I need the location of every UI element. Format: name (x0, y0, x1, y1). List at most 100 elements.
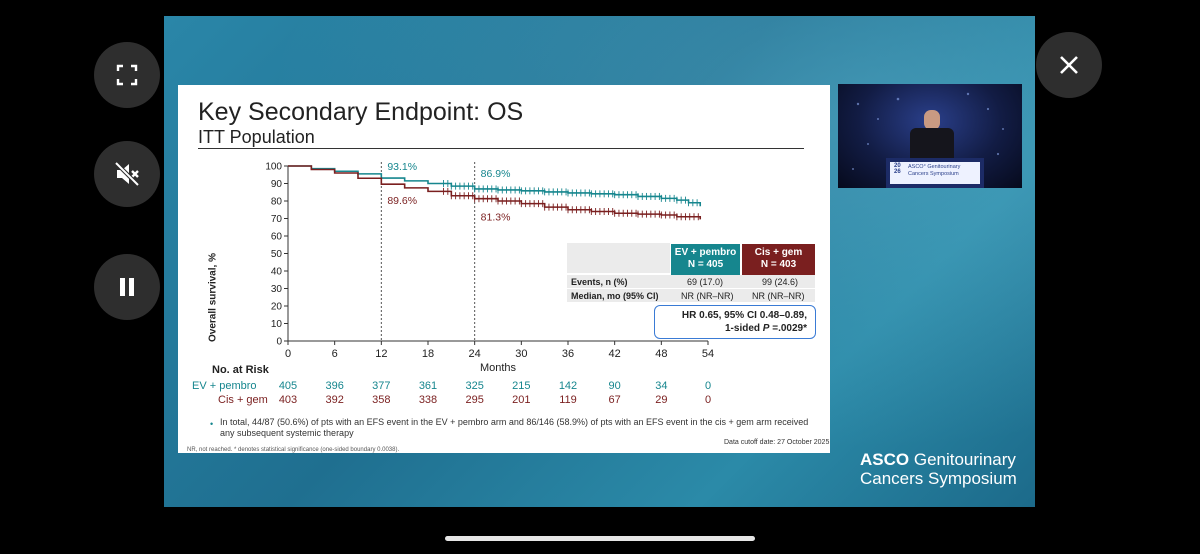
risk-label-cg: Cis + gem (218, 394, 268, 406)
risk-value: 392 (325, 394, 344, 406)
landmark-label: 86.9% (481, 168, 511, 180)
table-header-ev-name: EV + pembro (674, 247, 737, 258)
risk-value: 396 (325, 380, 344, 392)
risk-value: 34 (655, 380, 668, 392)
risk-label-ev: EV + pembro (192, 380, 257, 392)
risk-value: 215 (512, 380, 531, 392)
hr-line-1: HR 0.65, 95% CI 0.48–0.89, (681, 310, 807, 321)
asco-logo: ASCO Genitourinary Cancers Symposium (860, 450, 1017, 488)
x-axis-label: Months (480, 362, 517, 374)
y-tick-label: 70 (271, 214, 283, 225)
sign-year-bottom: 26 (894, 169, 901, 175)
risk-value: 201 (512, 394, 531, 406)
y-tick-label: 50 (271, 249, 283, 260)
risk-value: 325 (465, 380, 484, 392)
hr-line-2: 1-sided P =.0029* (655, 322, 807, 335)
sign-line-2: Cancers Symposium (908, 171, 959, 177)
risk-value: 29 (655, 394, 668, 406)
speaker-video[interactable]: 20 26 ASCO° Genitourinary Cancers Sympos… (838, 84, 1022, 188)
risk-value: 338 (418, 394, 438, 406)
y-tick-label: 80 (271, 197, 283, 208)
sign-year: 20 26 (894, 163, 901, 175)
sign-year-top: 20 (894, 163, 901, 169)
risk-value: 90 (608, 380, 621, 392)
close-button[interactable] (1036, 32, 1102, 98)
footnote-bullet: • (210, 419, 214, 429)
table-header-ev: EV + pembro N = 405 (671, 244, 740, 275)
logo-line-2: Cancers Symposium (860, 469, 1017, 488)
risk-value: 403 (278, 394, 298, 406)
x-tick-label: 36 (562, 348, 574, 360)
y-tick-label: 0 (276, 337, 282, 348)
table-cell-cg: NR (NR–NR) (752, 291, 805, 301)
table-row-label: Median, mo (95% CI) (571, 291, 659, 301)
x-tick-label: 48 (655, 348, 667, 360)
logo-asco: ASCO (860, 450, 910, 469)
landmark-label: 93.1% (387, 161, 417, 173)
home-indicator[interactable] (445, 536, 755, 541)
risk-value: 358 (372, 394, 391, 406)
y-tick-label: 60 (271, 232, 283, 243)
risk-value: 295 (465, 394, 484, 406)
risk-value: 377 (372, 380, 391, 392)
table-cell-ev: 69 (17.0) (687, 277, 724, 287)
data-cutoff: Data cutoff date: 27 October 2025 (724, 439, 830, 446)
pause-button[interactable] (94, 254, 160, 320)
risk-value: 0 (704, 394, 712, 406)
table-header-ev-n: N = 405 (687, 259, 724, 270)
risk-table-title: No. at Risk (212, 364, 269, 376)
pause-icon (120, 278, 134, 296)
mute-button[interactable] (94, 141, 160, 207)
x-tick-label: 42 (609, 348, 621, 360)
sign-line-1: ASCO° Genitourinary (908, 164, 961, 170)
y-tick-label: 90 (271, 179, 283, 190)
podium-sign (890, 162, 980, 184)
x-tick-label: 54 (702, 348, 714, 360)
risk-value: 405 (278, 380, 298, 392)
x-tick-label: 6 (332, 348, 338, 360)
slide-subtitle: ITT Population (198, 127, 315, 147)
x-tick-label: 30 (515, 348, 527, 360)
speaker-head (924, 110, 940, 130)
y-tick-label: 100 (265, 162, 282, 173)
close-icon (1060, 56, 1078, 74)
x-tick-label: 24 (469, 348, 481, 360)
hr-pvalue-prefix: 1-sided (724, 323, 763, 334)
table-cell-cg: 99 (24.6) (762, 277, 799, 287)
sign-text: ASCO° Genitourinary Cancers Symposium (908, 164, 960, 178)
x-tick-label: 18 (422, 348, 434, 360)
table-header-cg-name: Cis + gem (754, 247, 803, 258)
table-header-blank (567, 243, 670, 273)
hr-pvalue: =.0029* (769, 323, 807, 334)
landmark-label: 89.6% (387, 195, 417, 207)
risk-value: 119 (559, 394, 577, 406)
y-tick-label: 20 (271, 302, 283, 313)
table-row (567, 275, 815, 288)
risk-value: 142 (558, 380, 578, 392)
hazard-ratio-box: HR 0.65, 95% CI 0.48–0.89, 1-sided P =.0… (654, 305, 816, 339)
footnote-text: In total, 44/87 (50.6%) of pts with an E… (220, 417, 809, 438)
table-row (567, 289, 815, 302)
fullscreen-button[interactable] (94, 42, 160, 108)
table-row-label: Events, n (%) (571, 277, 628, 287)
landmark-label: 81.3% (481, 212, 511, 224)
nr-note: NR, not reached. * denotes statistical s… (187, 447, 400, 453)
mute-icon (114, 161, 140, 187)
slide-title: Key Secondary Endpoint: OS (198, 98, 524, 126)
y-tick-label: 10 (271, 319, 283, 330)
risk-value: 0 (704, 380, 712, 392)
table-cell-ev: NR (NR–NR) (681, 291, 734, 301)
risk-value: 67 (608, 394, 621, 406)
y-tick-label: 40 (271, 267, 283, 278)
table-header-cg-n: N = 403 (760, 259, 797, 270)
title-divider (198, 148, 804, 149)
x-tick-label: 0 (285, 348, 291, 360)
y-tick-label: 30 (271, 284, 283, 295)
hr-pvalue-symbol: P (762, 323, 770, 334)
table-header-cg: Cis + gem N = 403 (742, 244, 815, 275)
risk-value: 361 (418, 380, 438, 392)
logo-line-1: Genitourinary (909, 450, 1016, 469)
speaker-scene (852, 92, 1004, 188)
fullscreen-icon (116, 64, 138, 86)
